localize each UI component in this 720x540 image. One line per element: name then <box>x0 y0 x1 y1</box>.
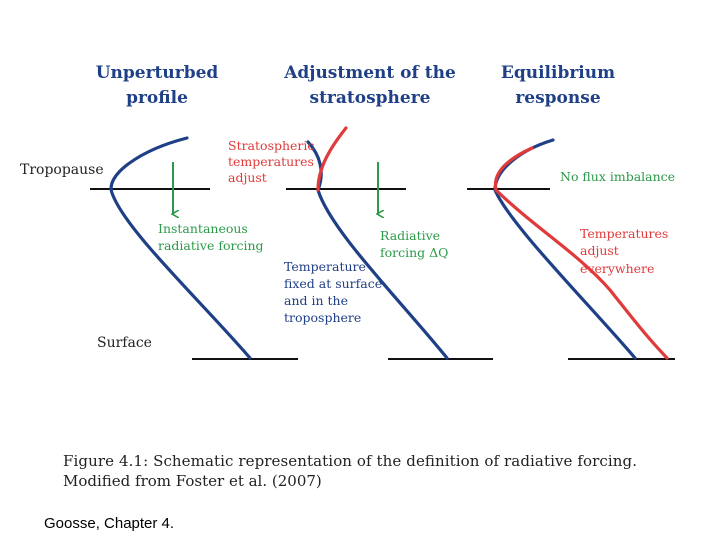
adjusted-stratospheric-profile <box>316 126 348 192</box>
equilibrium-profile <box>493 146 669 360</box>
strat-temp-label-line1: Stratospheric <box>228 138 314 153</box>
panel1-title-line2: profile <box>126 88 188 108</box>
temps-adjust-label-line2: adjust <box>580 243 619 258</box>
figure-caption-line2: Modified from Foster et al. (2007) <box>63 472 322 490</box>
strat-temp-label-line3: adjust <box>228 170 267 185</box>
radiative-forcing-label-line2: forcing ΔQ <box>380 245 448 260</box>
instantaneous-label-line1: Instantaneous <box>158 221 248 236</box>
temp-fixed-label-line2: fixed at surface <box>284 276 382 291</box>
slide-credit: Goosse, Chapter 4. <box>44 515 175 532</box>
unperturbed-temperature-profile <box>109 136 252 360</box>
radiative-forcing-label-line1: Radiative <box>380 228 440 243</box>
no-flux-label: No flux imbalance <box>560 169 675 184</box>
temp-fixed-label-line4: troposphere <box>284 310 361 325</box>
instantaneous-label-line2: radiative forcing <box>158 238 264 253</box>
surface-label: Surface <box>97 335 152 351</box>
temps-adjust-label-line1: Temperatures <box>580 226 668 241</box>
figure-caption-line1: Figure 4.1: Schematic representation of … <box>63 452 637 470</box>
panel2-title-line1: Adjustment of the <box>283 63 456 83</box>
panel2-title-line2: stratosphere <box>310 88 431 108</box>
adjusted-tropospheric-profile <box>306 140 449 360</box>
panel3-title-line2: response <box>515 88 600 108</box>
panel1-title-line1: Unperturbed <box>96 63 219 83</box>
tropopause-label: Tropopause <box>20 162 104 178</box>
temp-fixed-label-line1: Temperature <box>284 259 366 274</box>
panel3-title-line1: Equilibrium <box>501 63 615 83</box>
temp-fixed-label-line3: and in the <box>284 293 348 308</box>
strat-temp-label-line2: temperatures <box>228 154 314 169</box>
temps-adjust-label-line3: everywhere <box>580 261 654 276</box>
